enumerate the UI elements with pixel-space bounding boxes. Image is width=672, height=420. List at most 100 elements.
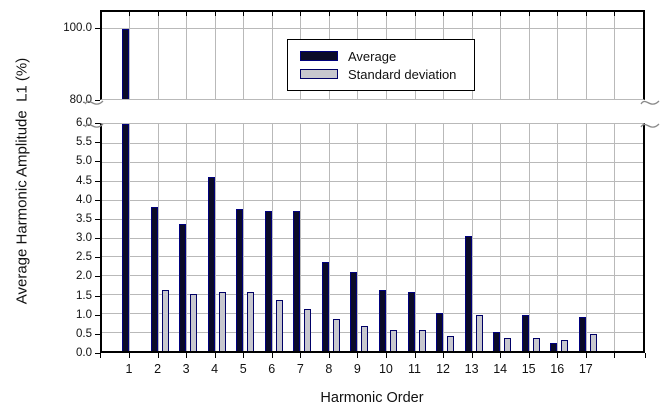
x-axis-tick	[614, 353, 615, 358]
x-axis-tick	[100, 353, 101, 358]
x-axis-tick	[186, 353, 187, 358]
y-tick-label: 2.5	[48, 251, 92, 263]
legend-item-stddev: Standard deviation	[300, 68, 474, 81]
x-axis-tick	[158, 353, 159, 358]
x-axis-tick	[645, 353, 646, 358]
x-axis-tick	[586, 353, 587, 358]
x-tick-label: 12	[430, 362, 456, 376]
harmonic-amplitude-chart: Average Harmonic Amplitude L1 (%) Averag…	[0, 0, 672, 420]
x-axis-tick	[329, 353, 330, 358]
x-tick-label: 4	[202, 362, 228, 376]
axis-break-icon	[84, 95, 104, 113]
x-tick-label: 2	[145, 362, 171, 376]
gridline-horizontal	[102, 28, 643, 29]
top-axis-tick	[500, 12, 501, 16]
y-tick-label: 4.0	[48, 194, 92, 206]
bar-average-h13	[465, 236, 472, 351]
axis-break-icon	[640, 95, 660, 113]
bar-stddev-h9	[361, 326, 368, 351]
x-axis-tick	[300, 353, 301, 358]
x-axis-title: Harmonic Order	[320, 390, 423, 406]
y-tick-label: 3.0	[48, 232, 92, 244]
bar-average-h4	[208, 177, 215, 351]
bar-average-h14	[493, 332, 500, 351]
x-axis-tick	[129, 353, 130, 358]
top-axis-tick	[329, 12, 330, 16]
gridline-vertical	[557, 12, 558, 99]
top-axis-tick	[158, 12, 159, 16]
x-axis-tick	[272, 353, 273, 358]
x-axis-tick	[386, 353, 387, 358]
gridline-vertical	[272, 12, 273, 99]
x-axis-tick	[500, 353, 501, 358]
gridline-vertical	[215, 12, 216, 99]
legend-label-stddev: Standard deviation	[348, 68, 456, 81]
top-axis-tick	[129, 12, 130, 16]
y-axis-tick	[95, 315, 100, 316]
x-tick-label: 5	[230, 362, 256, 376]
bar-average-h12	[436, 313, 443, 351]
gridline-vertical	[186, 12, 187, 99]
gridline-horizontal	[102, 200, 643, 201]
gridline-vertical	[158, 12, 159, 99]
y-tick-label: 1.5	[48, 290, 92, 302]
top-axis-tick	[586, 12, 587, 16]
bar-average-h6	[265, 211, 272, 351]
x-axis-tick	[443, 353, 444, 358]
top-axis-tick	[443, 12, 444, 16]
y-axis-tick	[95, 257, 100, 258]
x-tick-label: 1	[116, 362, 142, 376]
legend-item-average: Average	[300, 50, 474, 63]
y-tick-label: 4.5	[48, 175, 92, 187]
lower-axis-panel	[100, 123, 645, 353]
x-axis-tick	[557, 353, 558, 358]
y-axis-tick	[95, 353, 100, 354]
bar-stddev-h7	[304, 309, 311, 351]
bar-stddev-h2	[162, 290, 169, 351]
y-axis-tick	[95, 334, 100, 335]
bar-stddev-h13	[476, 315, 483, 351]
stddev-swatch-icon	[300, 69, 338, 79]
top-axis-tick	[386, 12, 387, 16]
top-axis-tick	[415, 12, 416, 16]
legend: Average Standard deviation	[287, 39, 475, 91]
y-axis-title: Average Harmonic Amplitude L1 (%)	[14, 58, 31, 305]
y-axis-tick	[95, 142, 100, 143]
x-axis-tick	[415, 353, 416, 358]
gridline-vertical	[129, 12, 130, 99]
bar-average-h7	[293, 211, 300, 351]
bar-average-h16	[550, 343, 557, 351]
y-tick-label: 3.5	[48, 213, 92, 225]
bar-average-h3	[179, 224, 186, 351]
gridline-horizontal	[102, 219, 643, 220]
top-axis-tick	[529, 12, 530, 16]
bar-stddev-h3	[190, 294, 197, 351]
y-axis-tick	[95, 276, 100, 277]
y-tick-label: 0.0	[48, 347, 92, 359]
y-tick-label: 100.0	[48, 22, 92, 34]
gridline-vertical	[614, 12, 615, 99]
bar-stddev-h6	[276, 300, 283, 351]
bar-stddev-h14	[504, 338, 511, 351]
legend-label-average: Average	[348, 50, 396, 63]
bar-stddev-h11	[419, 330, 426, 351]
bar-average-h11	[408, 292, 415, 351]
top-axis-tick	[243, 12, 244, 16]
x-tick-label: 13	[459, 362, 485, 376]
x-axis-tick	[472, 353, 473, 358]
gridline-vertical	[243, 12, 244, 99]
gridline-horizontal	[102, 143, 643, 144]
y-tick-label: 0.5	[48, 328, 92, 340]
bar-average-h17	[579, 317, 586, 351]
x-tick-label: 3	[173, 362, 199, 376]
bar-average-h8	[322, 262, 329, 351]
top-axis-tick	[272, 12, 273, 16]
x-tick-label: 10	[373, 362, 399, 376]
x-tick-label: 9	[344, 362, 370, 376]
top-axis-tick	[215, 12, 216, 16]
y-axis-tick	[95, 200, 100, 201]
y-tick-label: 1.0	[48, 309, 92, 321]
average-swatch-icon	[300, 51, 338, 61]
y-tick-label: 5.5	[48, 136, 92, 148]
x-tick-label: 15	[516, 362, 542, 376]
